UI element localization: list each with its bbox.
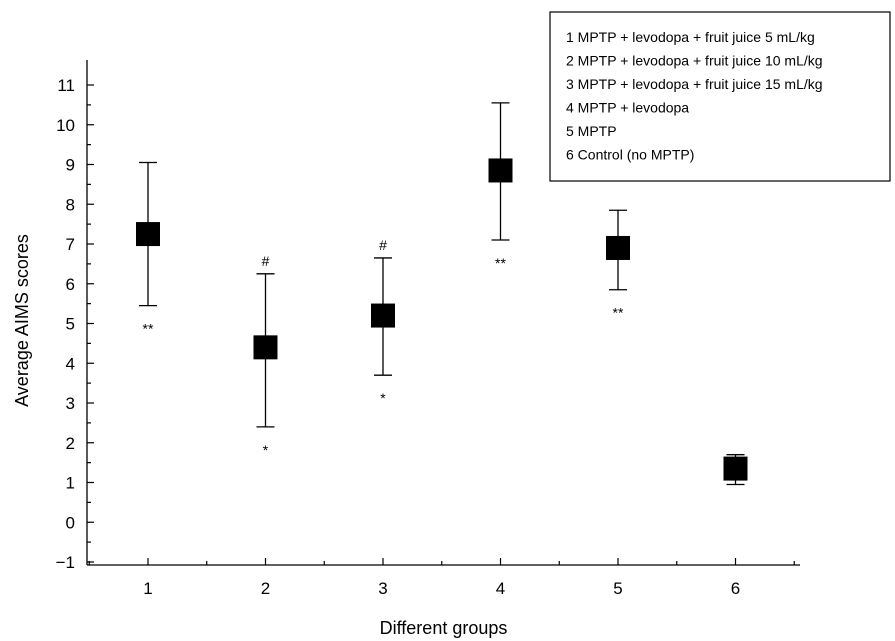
legend-entry-1: 1 MPTP + levodopa + fruit juice 5 mL/kg xyxy=(566,29,815,45)
x-tick-label: 5 xyxy=(613,579,622,598)
y-tick-label: 9 xyxy=(66,156,75,175)
y-tick-label: 6 xyxy=(66,275,75,294)
y-tick-label: 3 xyxy=(66,394,75,413)
legend-entry-2: 2 MPTP + levodopa + fruit juice 10 mL/kg xyxy=(566,53,823,69)
y-tick-label: 0 xyxy=(66,513,75,532)
data-point xyxy=(723,456,748,481)
significance-mark-below: * xyxy=(380,390,386,406)
data-point xyxy=(136,222,160,247)
significance-mark-below: ** xyxy=(143,321,154,337)
data-point-group-4: ** xyxy=(488,102,513,271)
legend-entry-3: 3 MPTP + levodopa + fruit juice 15 mL/kg xyxy=(566,76,823,92)
y-tick-label: 4 xyxy=(66,354,75,373)
data-point-group-2: #* xyxy=(253,253,278,458)
significance-mark-above: # xyxy=(262,253,270,269)
significance-mark-below: * xyxy=(263,442,269,458)
y-tick-label: 1 xyxy=(66,474,75,493)
significance-mark-below: ** xyxy=(495,255,506,271)
data-point-group-6 xyxy=(723,454,748,486)
significance-mark-below: ** xyxy=(613,305,624,321)
data-point-group-5: ** xyxy=(606,209,630,321)
y-tick-label: 11 xyxy=(57,76,75,95)
y-tick-label: 7 xyxy=(66,235,75,254)
y-axis-title: Average AIMS scores xyxy=(12,234,32,407)
legend: 1 MPTP + levodopa + fruit juice 5 mL/kg 2… xyxy=(549,11,891,182)
y-tick-label: 8 xyxy=(66,195,75,214)
data-point xyxy=(488,158,513,183)
y-tick-label: −1 xyxy=(56,553,75,572)
legend-entry-4: 4 MPTP + levodopa xyxy=(566,100,689,116)
y-tick-label: 2 xyxy=(66,434,75,453)
x-tick-label: 1 xyxy=(143,579,152,598)
x-axis-title: Different groups xyxy=(380,618,508,638)
data-points: **#*#***** xyxy=(136,102,748,486)
data-point xyxy=(371,303,395,328)
x-tick-label: 4 xyxy=(496,579,505,598)
x-tick-label: 2 xyxy=(261,579,270,598)
y-tick-label: 10 xyxy=(56,116,75,135)
data-point-group-1: ** xyxy=(136,161,160,337)
x-tick-label: 3 xyxy=(378,579,387,598)
data-point-group-3: #* xyxy=(371,237,395,406)
significance-mark-above: # xyxy=(379,237,387,253)
data-point xyxy=(253,335,278,360)
x-tick-label: 6 xyxy=(731,579,740,598)
legend-box xyxy=(549,11,891,182)
y-tick-label: 5 xyxy=(66,315,75,334)
legend-entry-6: 6 Control (no MPTP) xyxy=(566,147,694,163)
legend-entry-5: 5 MPTP xyxy=(566,123,617,139)
data-point xyxy=(606,235,630,260)
